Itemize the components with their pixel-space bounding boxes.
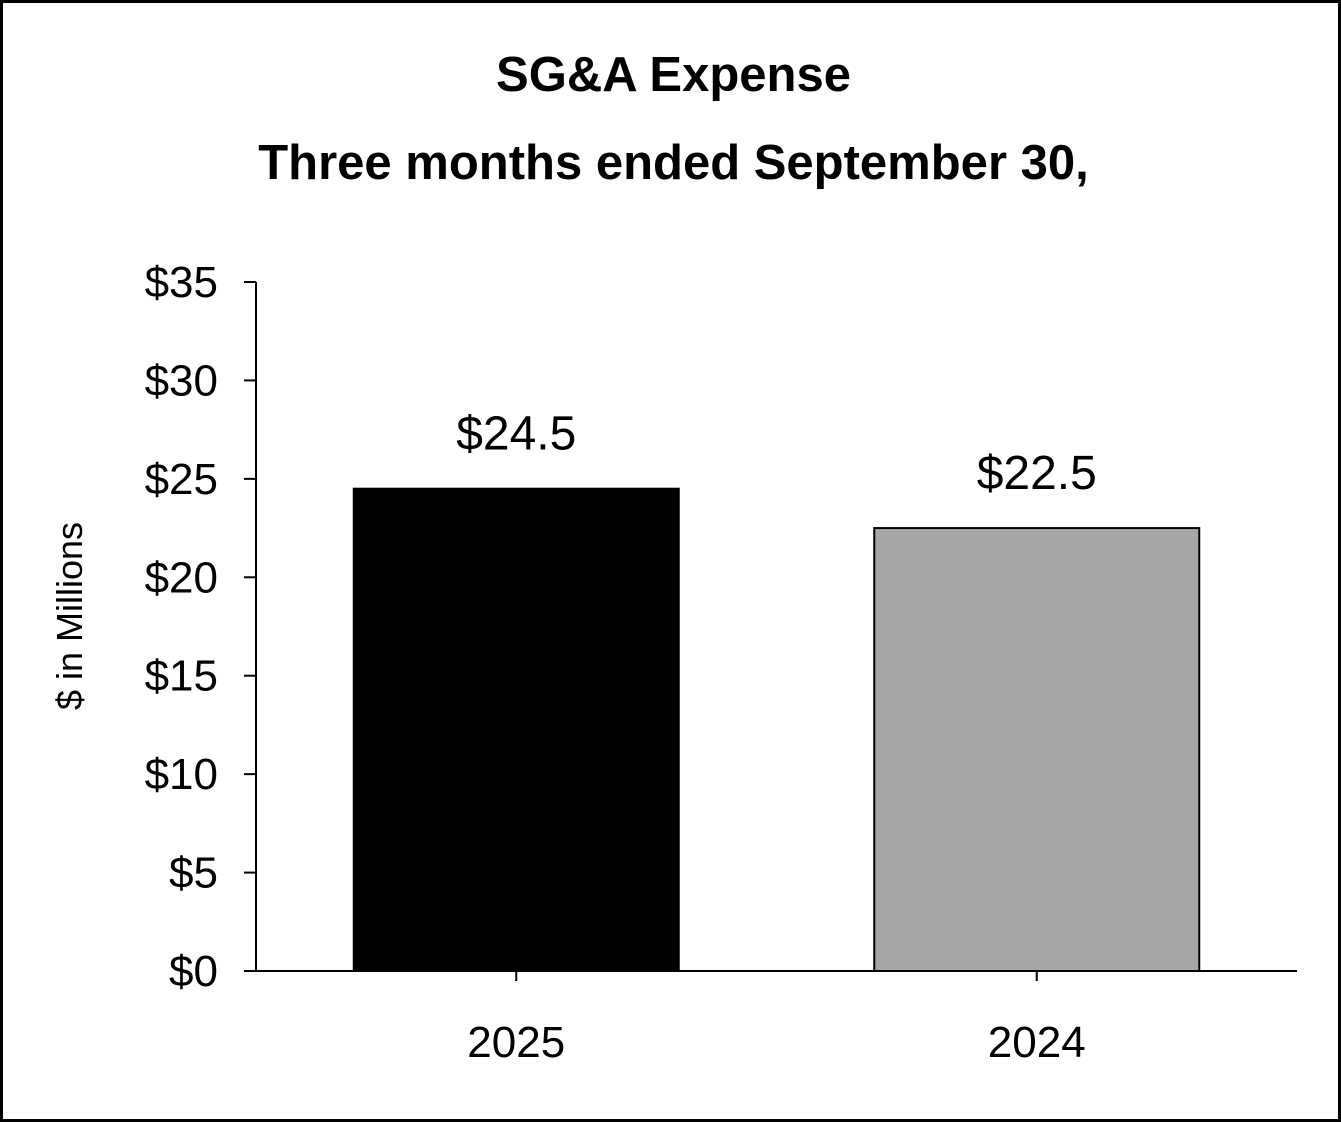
y-tick-label: $25	[145, 455, 218, 504]
y-tick-label: $15	[145, 652, 218, 701]
data-labels: $24.5 $22.5	[456, 408, 1097, 500]
y-axis-title: $ in Millions	[49, 522, 90, 710]
x-tick-label-2024: 2024	[988, 1018, 1086, 1067]
y-tick-label: $35	[145, 258, 218, 307]
chart-title: SG&A Expense	[496, 48, 851, 102]
x-tick-label-2025: 2025	[467, 1018, 565, 1067]
y-tick-label: $20	[145, 553, 218, 602]
y-tick-label: $5	[169, 849, 218, 898]
y-tick-label: $0	[169, 947, 218, 996]
bar-2024	[873, 527, 1201, 972]
bar-2025	[352, 487, 680, 972]
chart-subtitle: Three months ended September 30,	[258, 136, 1089, 190]
data-label-2025: $24.5	[456, 408, 576, 461]
y-tick-label: $30	[145, 356, 218, 405]
y-axis-ticks: $0 $5 $10 $15 $20 $25 $30 $35	[145, 258, 256, 996]
data-label-2024: $22.5	[977, 447, 1097, 500]
x-axis-ticks: 2025 2024	[467, 971, 1086, 1067]
y-tick-label: $10	[145, 750, 218, 799]
bars	[352, 487, 1201, 972]
